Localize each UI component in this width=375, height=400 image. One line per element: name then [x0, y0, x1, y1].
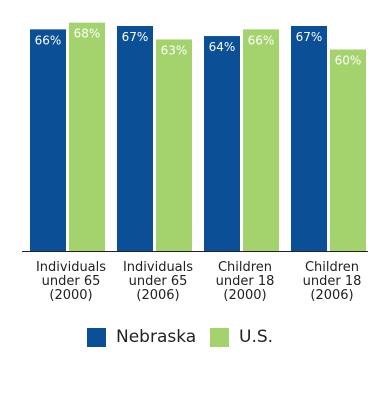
bar-us-0	[69, 22, 105, 252]
bar-us-1	[156, 39, 192, 252]
data-label-nebraska-2: 64%	[209, 40, 236, 54]
bar-nebraska-3	[291, 26, 327, 251]
category-label-1: Individuals under 65 (2006)	[122, 260, 194, 303]
bar-nebraska-2	[204, 36, 240, 251]
data-label-nebraska-1: 67%	[122, 30, 149, 44]
data-label-nebraska-3: 67%	[296, 30, 323, 44]
bar-chart: 66% 68% 67% 63% 64% 66% 67% 60%	[22, 22, 368, 252]
bar-nebraska-1	[117, 26, 153, 251]
category-label-0: Individuals under 65 (2000)	[35, 260, 107, 303]
legend-item-us: U.S.	[210, 326, 273, 348]
bar-nebraska-0	[30, 29, 66, 251]
data-label-us-0: 68%	[74, 27, 101, 41]
category-label-2: Children under 18 (2000)	[215, 260, 275, 303]
legend-swatch-nebraska	[87, 327, 106, 347]
legend-swatch-us	[210, 327, 229, 347]
data-label-us-1: 63%	[161, 43, 188, 57]
legend: Nebraska U.S.	[0, 326, 375, 356]
legend-item-nebraska: Nebraska	[87, 326, 196, 348]
category-label-3: Children under 18 (2006)	[302, 260, 362, 303]
data-label-us-2: 66%	[248, 33, 275, 47]
bar-us-2	[243, 29, 279, 251]
legend-label-us: U.S.	[239, 327, 274, 347]
legend-label-nebraska: Nebraska	[116, 327, 197, 347]
bar-us-3	[330, 49, 366, 251]
data-label-us-3: 60%	[335, 54, 362, 68]
data-label-nebraska-0: 66%	[35, 33, 62, 47]
